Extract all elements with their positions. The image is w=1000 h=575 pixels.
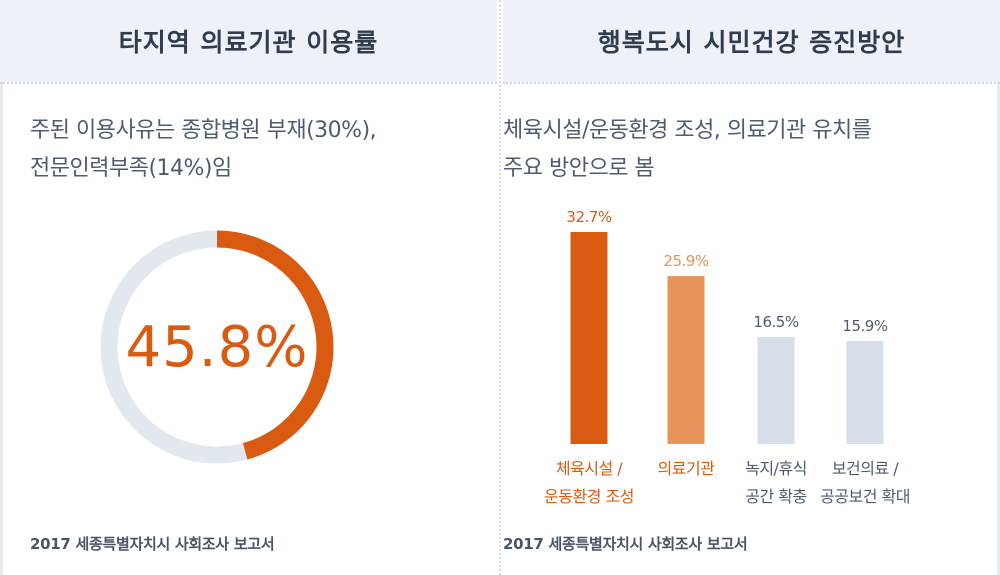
- left-subtitle-line-2: 전문인력부족(14%)임: [30, 156, 232, 181]
- category-label-4-line-1: 보건의료 /: [832, 459, 899, 478]
- right-panel: 행복도시 시민건강 증진방안 체육시설/운동환경 조성, 의료기관 유치를 주요…: [503, 0, 1000, 575]
- bar-1: [570, 232, 608, 444]
- category-label-1-line-2: 운동환경 조성: [544, 487, 634, 506]
- bar-3: [757, 337, 795, 444]
- bar-value-label-2: 25.9%: [663, 252, 708, 270]
- right-subtitle-line-2: 주요 방안으로 봄: [503, 156, 655, 181]
- bar-4: [846, 340, 884, 444]
- right-header-divider: [503, 82, 1000, 86]
- right-edge: [997, 0, 1000, 575]
- category-label-3-line-2: 공간 확충: [745, 487, 806, 506]
- left-edge: [0, 0, 3, 575]
- category-label-1-line-1: 체육시설 /: [556, 459, 623, 478]
- left-panel-subtitle: 주된 이용사유는 종합병원 부재(30%), 전문인력부족(14%)임: [30, 112, 470, 188]
- bar-value-label-3: 16.5%: [753, 313, 798, 331]
- bar-value-label-4: 15.9%: [842, 317, 887, 335]
- left-subtitle-line-1: 주된 이용사유는 종합병원 부재(30%),: [30, 118, 377, 143]
- right-source-note: 2017 세종특별자치시 사회조사 보고서: [503, 535, 748, 553]
- category-label-2-line-1: 의료기관: [658, 459, 716, 478]
- bar-2: [667, 276, 705, 444]
- category-label-3-line-1: 녹지/휴식: [745, 459, 807, 478]
- panel-divider: [499, 0, 504, 575]
- left-panel: 타지역 의료기관 이용률 주된 이용사유는 종합병원 부재(30%), 전문인력…: [0, 0, 497, 575]
- right-panel-subtitle: 체육시설/운동환경 조성, 의료기관 유치를 주요 방안으로 봄: [503, 112, 1000, 188]
- category-label-4-line-2: 공공보건 확대: [820, 487, 910, 506]
- left-source-note: 2017 세종특별자치시 사회조사 보고서: [30, 535, 275, 553]
- donut-chart: [100, 230, 334, 464]
- left-header-divider: [0, 82, 497, 86]
- donut-center-value: 45.8%: [125, 314, 309, 380]
- donut-value-arc: [216, 230, 334, 460]
- bar-value-label-1: 32.7%: [566, 208, 611, 226]
- right-panel-title: 행복도시 시민건강 증진방안: [503, 0, 1000, 82]
- right-subtitle-line-1: 체육시설/운동환경 조성, 의료기관 유치를: [503, 118, 872, 143]
- bar-chart: 32.7% 체육시설 / 운동환경 조성 25.9% 의료기관 16.5% 녹지/휴식공간 …: [544, 208, 910, 506]
- left-panel-title: 타지역 의료기관 이용률: [0, 0, 497, 82]
